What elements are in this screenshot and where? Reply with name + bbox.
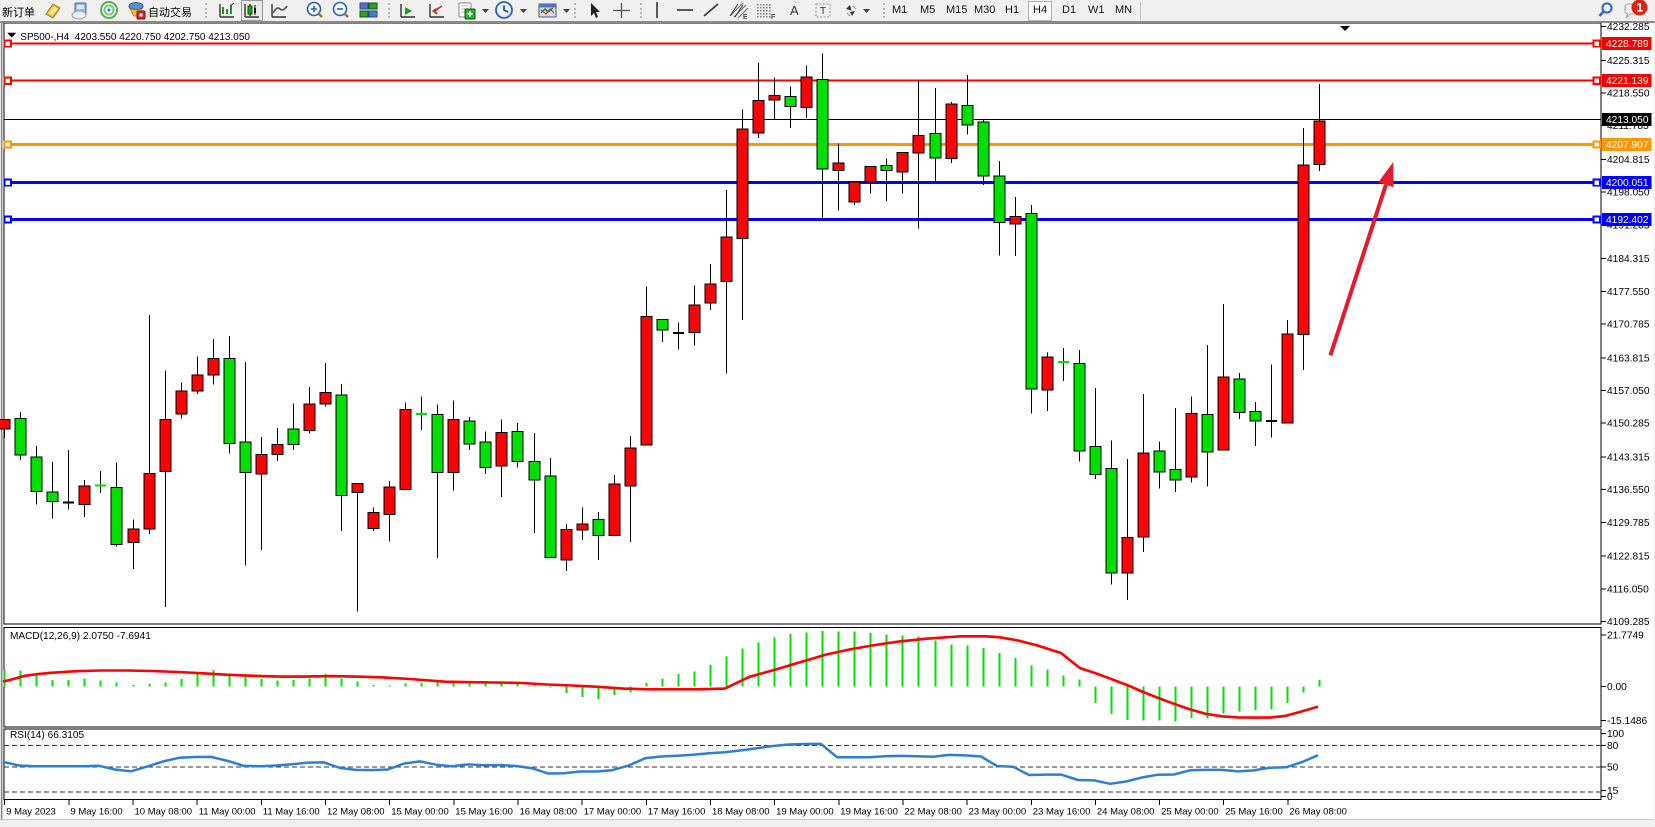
svg-text:10 May 08:00: 10 May 08:00	[135, 807, 193, 818]
svg-text:12 May 08:00: 12 May 08:00	[327, 807, 385, 818]
svg-text:4163.815: 4163.815	[1607, 353, 1650, 364]
svg-text:SP500-,H4 4203.550 4220.750 4: SP500-,H4 4203.550 4220.750 4202.750 421…	[20, 32, 250, 43]
svg-text:4218.550: 4218.550	[1607, 89, 1650, 100]
svg-text:17 May 16:00: 17 May 16:00	[648, 807, 706, 818]
svg-text:100: 100	[1607, 729, 1624, 740]
svg-text:4207.907: 4207.907	[1606, 140, 1649, 151]
svg-text:4122.815: 4122.815	[1607, 552, 1650, 563]
svg-text:4200.051: 4200.051	[1606, 178, 1649, 189]
svg-text:4116.050: 4116.050	[1607, 584, 1649, 595]
svg-text:11 May 16:00: 11 May 16:00	[263, 807, 320, 818]
svg-text:4177.550: 4177.550	[1607, 287, 1650, 298]
svg-text:18 May 08:00: 18 May 08:00	[712, 807, 770, 818]
svg-text:4143.315: 4143.315	[1607, 452, 1650, 463]
svg-text:4150.285: 4150.285	[1607, 419, 1650, 430]
svg-text:4198.050: 4198.050	[1607, 188, 1650, 199]
svg-text:9 May 16:00: 9 May 16:00	[70, 807, 122, 818]
svg-text:4211.785: 4211.785	[1607, 121, 1649, 132]
svg-text:16 May 08:00: 16 May 08:00	[520, 807, 578, 818]
svg-text:RSI(14) 66.3105: RSI(14) 66.3105	[10, 730, 84, 741]
svg-text:4213.050: 4213.050	[1606, 115, 1649, 126]
svg-text:F: F	[771, 14, 775, 21]
svg-text:80: 80	[1607, 741, 1619, 752]
svg-text:4221.139: 4221.139	[1606, 76, 1649, 87]
svg-text:23 May 00:00: 23 May 00:00	[969, 807, 1027, 818]
svg-text:A: A	[790, 3, 799, 18]
svg-text:4109.285: 4109.285	[1607, 617, 1650, 628]
svg-text:4184.315: 4184.315	[1607, 254, 1650, 265]
svg-text:11 May 00:00: 11 May 00:00	[199, 807, 256, 818]
svg-text:19 May 00:00: 19 May 00:00	[776, 807, 834, 818]
svg-text:4136.550: 4136.550	[1607, 485, 1650, 496]
svg-text:19 May 16:00: 19 May 16:00	[840, 807, 898, 818]
svg-text:4204.815: 4204.815	[1607, 155, 1650, 166]
svg-text:15 May 00:00: 15 May 00:00	[391, 807, 449, 818]
svg-text:4129.785: 4129.785	[1607, 518, 1650, 529]
svg-text:23 May 16:00: 23 May 16:00	[1033, 807, 1091, 818]
svg-text:15: 15	[1607, 786, 1619, 797]
svg-text:MACD(12,26,9) 2.0750 -7.6941: MACD(12,26,9) 2.0750 -7.6941	[10, 631, 151, 642]
svg-text:4170.785: 4170.785	[1607, 320, 1650, 331]
svg-text:0: 0	[1607, 792, 1613, 803]
svg-text:50: 50	[1607, 763, 1619, 774]
svg-text:T: T	[820, 6, 826, 17]
svg-text:4228.789: 4228.789	[1606, 39, 1649, 50]
svg-text:21.7749: 21.7749	[1607, 630, 1644, 641]
svg-text:25 May 00:00: 25 May 00:00	[1161, 807, 1219, 818]
svg-text:17 May 00:00: 17 May 00:00	[584, 807, 642, 818]
svg-text:4157.050: 4157.050	[1607, 386, 1650, 397]
svg-text:22 May 08:00: 22 May 08:00	[904, 807, 962, 818]
svg-text:-15.1486: -15.1486	[1607, 716, 1648, 727]
svg-text:4232.285: 4232.285	[1607, 22, 1650, 33]
svg-text:25 May 16:00: 25 May 16:00	[1225, 807, 1283, 818]
svg-text:9 May 2023: 9 May 2023	[6, 807, 56, 818]
svg-text:26 May 08:00: 26 May 08:00	[1289, 807, 1347, 818]
svg-text:4192.402: 4192.402	[1606, 215, 1649, 226]
svg-text:E: E	[743, 14, 748, 21]
svg-text:0.00: 0.00	[1607, 682, 1627, 693]
svg-text:24 May 08:00: 24 May 08:00	[1097, 807, 1155, 818]
svg-text:15 May 16:00: 15 May 16:00	[455, 807, 513, 818]
svg-text:1: 1	[1637, 1, 1644, 15]
svg-text:4225.315: 4225.315	[1607, 56, 1650, 67]
